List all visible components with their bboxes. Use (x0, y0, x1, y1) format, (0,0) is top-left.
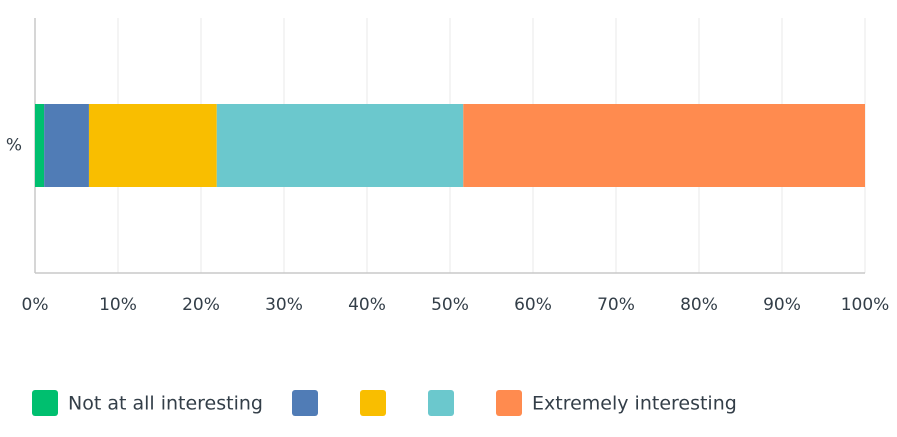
x-tick-label: 60% (514, 295, 552, 315)
x-tick-label: 40% (348, 295, 386, 315)
bar-segment (88, 104, 217, 187)
bar-segment (44, 104, 89, 187)
x-tick-label: 70% (597, 295, 635, 315)
bar-segment (463, 104, 865, 187)
y-tick-label: % (6, 136, 22, 156)
legend-swatch (496, 390, 522, 416)
x-tick-label: 0% (22, 295, 49, 315)
legend-swatch (32, 390, 58, 416)
x-tick-label: 30% (265, 295, 303, 315)
legend-swatch (360, 390, 386, 416)
bar-segment (216, 104, 464, 187)
x-tick-label: 20% (182, 295, 220, 315)
bar-segment (35, 104, 45, 187)
x-tick-label: 100% (841, 295, 890, 315)
legend-label: Not at all interesting (68, 393, 263, 415)
x-tick-label: 10% (99, 295, 137, 315)
x-tick-label: 50% (431, 295, 469, 315)
legend-swatch (292, 390, 318, 416)
legend-label: Extremely interesting (532, 393, 737, 415)
x-tick-label: 90% (763, 295, 801, 315)
x-tick-label: 80% (680, 295, 718, 315)
legend-swatch (428, 390, 454, 416)
